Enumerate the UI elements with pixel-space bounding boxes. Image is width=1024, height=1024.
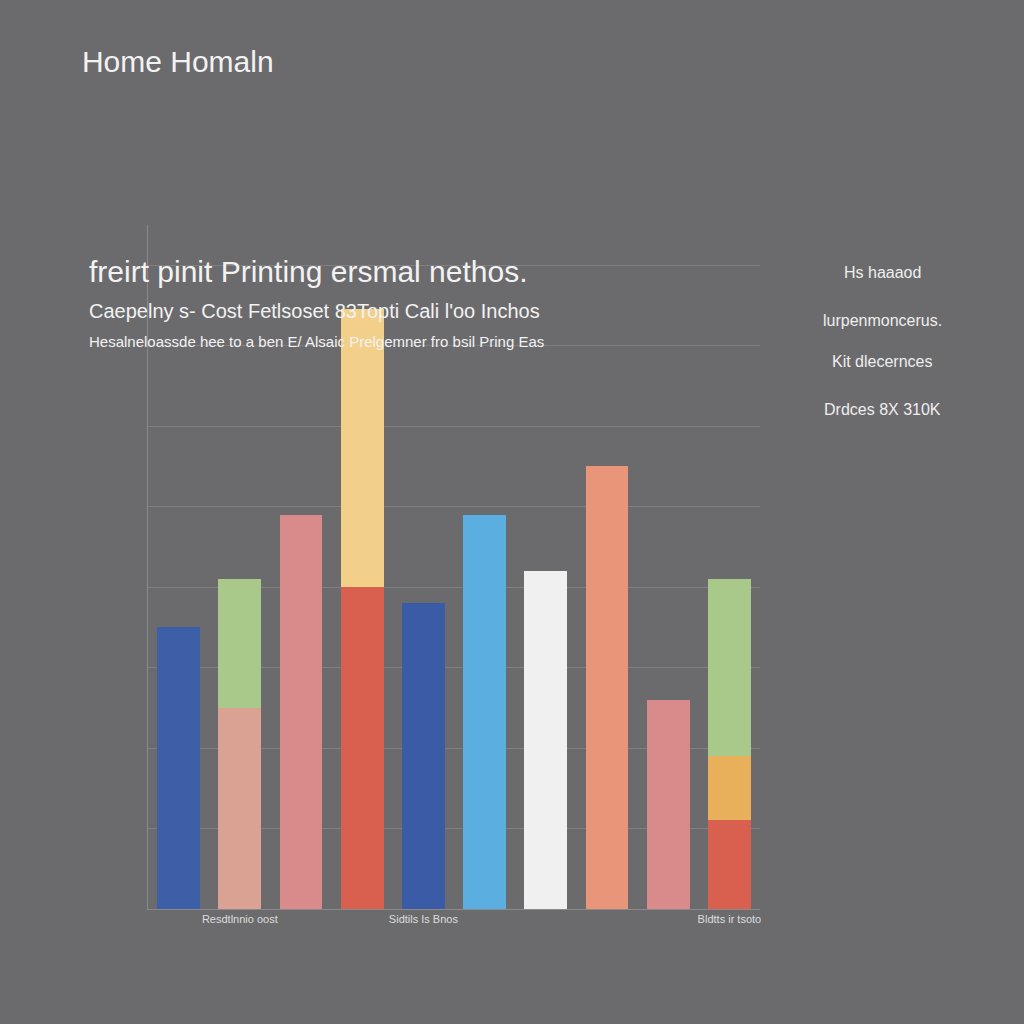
svg-text:Bldtts ir tsoto: Bldtts ir tsoto [698, 913, 762, 925]
svg-text:Home Homaln: Home Homaln [82, 45, 274, 78]
svg-text:Caepelny s- Cost Fetlsoset 83T: Caepelny s- Cost Fetlsoset 83Topti Cali … [89, 300, 540, 322]
svg-text:Sidtils Is Bnos: Sidtils Is Bnos [389, 913, 459, 925]
svg-text:freirt pinit Printing ersmal n: freirt pinit Printing ersmal nethos. [89, 255, 528, 288]
svg-text:Hs haaaod: Hs haaaod [844, 264, 921, 281]
svg-text:Hesalneloassde hee to a ben E/: Hesalneloassde hee to a ben E/ Alsaic Pr… [89, 333, 544, 350]
svg-text:Resdtlnnio oost: Resdtlnnio oost [202, 913, 278, 925]
svg-text:Drdces 8X 310K: Drdces 8X 310K [824, 401, 941, 418]
svg-text:Kit dlecernces: Kit dlecernces [832, 353, 933, 370]
svg-text:lurpenmoncerus.: lurpenmoncerus. [823, 312, 942, 329]
